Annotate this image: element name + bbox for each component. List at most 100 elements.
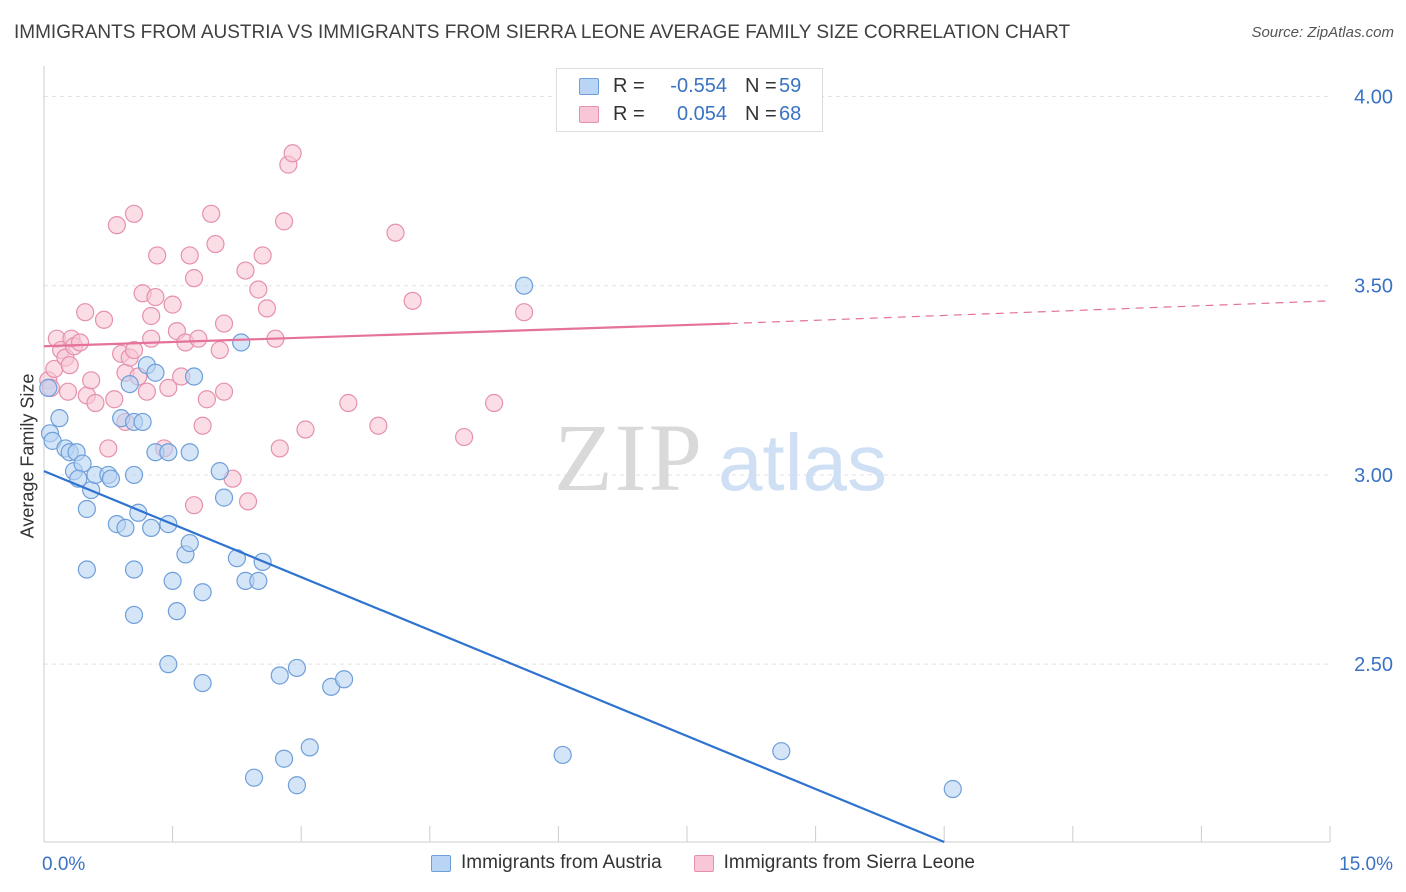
austria-point <box>214 488 234 507</box>
legend-item-austria[interactable]: Immigrants from Austria <box>431 852 662 874</box>
austria-swatch <box>579 77 599 95</box>
y-tick-label: 4.00 <box>1354 86 1393 108</box>
austria-point <box>287 776 307 795</box>
watermark: ZIP atlas <box>554 404 887 511</box>
austria-point <box>159 655 178 674</box>
austria-point <box>270 666 289 685</box>
sierra-leone-point <box>202 204 221 223</box>
sierra-leone-point <box>94 310 114 329</box>
stats-box: R = -0.554 N = 59 R = 0.054 N = 68 <box>556 68 823 132</box>
austria-point <box>180 443 199 462</box>
sierra-leone-point <box>253 246 272 265</box>
austria-point <box>300 738 319 757</box>
austria-point <box>50 409 69 428</box>
sierra-leone-point <box>82 371 101 390</box>
trend-lines <box>43 300 1331 844</box>
austria-point <box>142 518 161 538</box>
chart-title: IMMIGRANTS FROM AUSTRIA VS IMMIGRANTS FR… <box>14 22 1071 43</box>
sierra-leone-point <box>137 382 156 401</box>
sierra-leone-point <box>142 306 161 326</box>
sierra-leone-point <box>184 269 204 288</box>
sierra-leone-point <box>99 439 118 458</box>
austria-point <box>159 443 178 462</box>
austria-point <box>120 374 139 394</box>
y-tick-label: 3.00 <box>1354 465 1393 487</box>
austria-point <box>167 602 186 621</box>
sierra-leone-point <box>485 393 504 413</box>
austria-point <box>210 462 229 481</box>
sierra-leone-trend-line <box>43 322 730 348</box>
stats-row-sierra-leone: R = 0.054 N = 68 <box>579 100 801 128</box>
sierra-leone-point <box>249 280 268 299</box>
austria-point <box>163 571 182 590</box>
sierra-leone-point <box>339 393 358 413</box>
sierra-leone-point <box>386 223 405 242</box>
austria-point <box>101 469 120 488</box>
austria-point <box>133 412 152 432</box>
sierra-leone-point <box>159 378 178 397</box>
austria-point <box>39 378 58 397</box>
sierra-leone-point <box>270 439 289 458</box>
sierra-leone-point <box>107 216 126 235</box>
austria-point <box>553 745 572 765</box>
austria-point <box>274 749 294 768</box>
source-label: Source: ZipAtlas.com <box>1251 24 1394 41</box>
sierra-leone-point <box>124 204 144 223</box>
sierra-leone-point <box>197 390 216 409</box>
sierra-leone-point <box>76 303 95 322</box>
austria-point <box>515 276 534 295</box>
sierra-leone-point <box>146 287 165 307</box>
sierra-leone-point <box>238 492 258 511</box>
austria-point <box>116 518 135 538</box>
sierra-leone-point <box>206 234 225 254</box>
watermark-atlas: atlas <box>718 418 887 507</box>
legend-label-sierra-leone: Immigrants from Sierra Leone <box>723 852 975 873</box>
sierra-leone-point <box>214 382 234 401</box>
austria-point <box>334 670 354 689</box>
sierra-leone-point <box>274 212 294 231</box>
sierra-leone-point <box>184 496 204 515</box>
austria-point <box>146 363 165 382</box>
sierra-leone-point <box>60 356 79 375</box>
x-tick-label: 15.0% <box>1339 854 1393 875</box>
r-value: -0.554 <box>670 74 727 97</box>
sierra-leone-point <box>236 261 255 280</box>
stats-row-austria: R = -0.554 N = 59 <box>579 72 801 100</box>
x-tick-label: 0.0% <box>42 854 85 875</box>
austria-point <box>180 533 199 553</box>
watermark-zip: ZIP <box>554 404 704 511</box>
sierra-leone-point <box>210 340 229 360</box>
austria-point <box>943 779 962 799</box>
austria-point <box>124 560 144 579</box>
y-tick-label: 3.50 <box>1354 276 1393 298</box>
sierra-leone-points <box>39 144 534 515</box>
sierra-leone-point <box>515 303 534 322</box>
sierra-leone-point <box>180 246 199 265</box>
r-label: R = <box>613 102 645 125</box>
sierra-leone-point <box>86 393 105 413</box>
axes <box>43 66 1331 843</box>
legend-label-austria: Immigrants from Austria <box>461 852 662 873</box>
sierra-leone-point <box>257 299 277 318</box>
sierra-leone-point <box>105 390 124 409</box>
sierra-leone-point <box>369 416 388 435</box>
legend-swatch-sierra-leone <box>693 854 714 872</box>
n-value: 59 <box>779 74 802 97</box>
sierra-leone-point <box>193 416 212 435</box>
tick-labels: 2.50 3.00 3.50 4.00 0.0% 15.0% <box>42 86 1393 875</box>
r-value: 0.054 <box>676 102 727 125</box>
legend-item-sierra-leone[interactable]: Immigrants from Sierra Leone <box>693 852 975 874</box>
austria-point <box>287 658 307 678</box>
austria-point <box>184 367 204 386</box>
sierra-leone-point <box>124 340 144 360</box>
y-tick-label: 2.50 <box>1354 654 1393 676</box>
y-axis-label: Average Family Size <box>17 373 38 539</box>
sierra-leone-point <box>163 295 182 314</box>
austria-point <box>124 465 144 485</box>
austria-trend-line <box>43 470 945 844</box>
n-value: 68 <box>779 102 802 125</box>
legend-swatch-austria <box>431 854 452 872</box>
sierra-leone-point <box>454 427 474 447</box>
austria-point <box>193 673 212 693</box>
